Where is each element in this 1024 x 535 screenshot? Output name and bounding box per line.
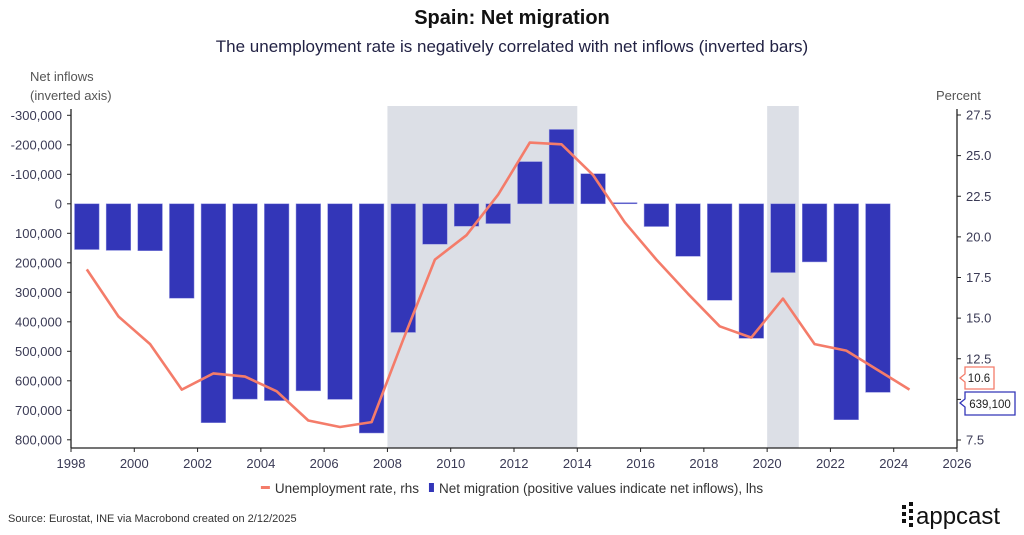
bar <box>738 203 764 339</box>
annotations: 10.6 639,100 <box>958 366 1016 416</box>
bar <box>453 203 480 227</box>
x-tick-label: 2022 <box>816 456 845 471</box>
right-axis-label: Percent <box>936 88 981 103</box>
bar <box>675 203 701 257</box>
bar-value-callout <box>958 391 1016 416</box>
right-tick-label: 25.0 <box>966 148 991 163</box>
right-tick-label: 7.5 <box>966 433 984 448</box>
bar <box>74 203 100 250</box>
chart-subtitle: The unemployment rate is negatively corr… <box>216 37 808 56</box>
left-axis-label: Net inflows <box>30 69 94 84</box>
x-tick-label: 2002 <box>183 456 212 471</box>
appcast-logo: appcast <box>902 502 1000 530</box>
source-note: Source: Eurostat, INE via Macrobond crea… <box>8 513 297 525</box>
bar <box>105 203 132 251</box>
x-tick-label: 2024 <box>879 456 908 471</box>
left-axis-label-sub: (inverted axis) <box>30 88 112 103</box>
legend-line-swatch <box>260 486 270 489</box>
axes: -300,000 -200,000 -100,000 0 100,000 200,000 3… <box>11 108 992 472</box>
bar <box>517 161 543 205</box>
x-tick-label: 2004 <box>246 456 275 471</box>
shaded-period <box>387 106 578 448</box>
x-tick-label: 2018 <box>689 456 718 471</box>
shaded-period <box>767 106 799 448</box>
bar <box>390 203 416 333</box>
legend: Unemployment rate, rhs Net migration (po… <box>260 481 763 496</box>
x-tick-label: 2014 <box>563 456 592 471</box>
bar <box>770 203 796 273</box>
bar <box>643 203 669 227</box>
x-tick-label: 2012 <box>500 456 529 471</box>
legend-bar-swatch <box>428 483 434 492</box>
bar <box>865 203 891 393</box>
bar <box>264 203 290 401</box>
bar <box>232 203 258 400</box>
left-tick-label: 500,000 <box>15 344 62 359</box>
bar <box>422 203 448 245</box>
bar-value-label: 639,100 <box>969 399 1011 411</box>
left-tick-label: 200,000 <box>15 255 62 270</box>
shaded-periods <box>387 106 799 448</box>
left-tick-label: 300,000 <box>15 285 62 300</box>
logo-mark-icon <box>902 502 913 527</box>
bar <box>200 203 226 423</box>
line-series <box>85 141 911 429</box>
x-tick-label: 2016 <box>626 456 655 471</box>
chart-title: Spain: Net migration <box>414 7 610 29</box>
legend-bar-label: Net migration (positive values indicate … <box>439 481 763 496</box>
bar <box>137 203 163 251</box>
x-tick-label: 2026 <box>943 456 972 471</box>
right-tick-label: 27.5 <box>966 108 991 123</box>
unemployment-line <box>85 141 911 429</box>
right-tick-label: 20.0 <box>966 229 991 244</box>
x-tick-label: 1998 <box>57 456 86 471</box>
left-tick-label: -200,000 <box>11 137 62 152</box>
x-tick-label: 2008 <box>373 456 402 471</box>
right-tick-label: 17.5 <box>966 270 991 285</box>
bar <box>485 203 511 224</box>
left-tick-label: -300,000 <box>11 108 62 123</box>
logo-text: appcast <box>916 503 1000 530</box>
bar <box>548 129 575 205</box>
left-tick-label: -100,000 <box>11 167 62 182</box>
left-tick-label: 600,000 <box>15 373 62 388</box>
x-tick-label: 2000 <box>120 456 149 471</box>
bar <box>295 203 321 392</box>
bar <box>327 203 353 400</box>
right-tick-label: 22.5 <box>966 189 991 204</box>
legend-line-label: Unemployment rate, rhs <box>275 481 419 496</box>
left-tick-label: 700,000 <box>15 403 62 418</box>
right-tick-label: 15.0 <box>966 311 991 326</box>
left-tick-label: 0 <box>55 196 62 211</box>
left-tick-label: 100,000 <box>15 226 62 241</box>
bar <box>802 203 828 263</box>
left-tick-label: 800,000 <box>15 432 62 447</box>
x-tick-label: 2006 <box>310 456 339 471</box>
bar <box>359 203 385 434</box>
bar <box>169 203 195 299</box>
bar-series <box>74 129 891 434</box>
line-value-label: 10.6 <box>968 373 990 385</box>
bar <box>707 203 733 301</box>
x-tick-label: 2020 <box>753 456 782 471</box>
x-tick-label: 2010 <box>436 456 465 471</box>
left-tick-label: 400,000 <box>15 314 62 329</box>
line-value-callout <box>958 366 995 390</box>
bar <box>833 203 859 420</box>
bar <box>612 202 638 205</box>
right-tick-label: 12.5 <box>966 351 991 366</box>
